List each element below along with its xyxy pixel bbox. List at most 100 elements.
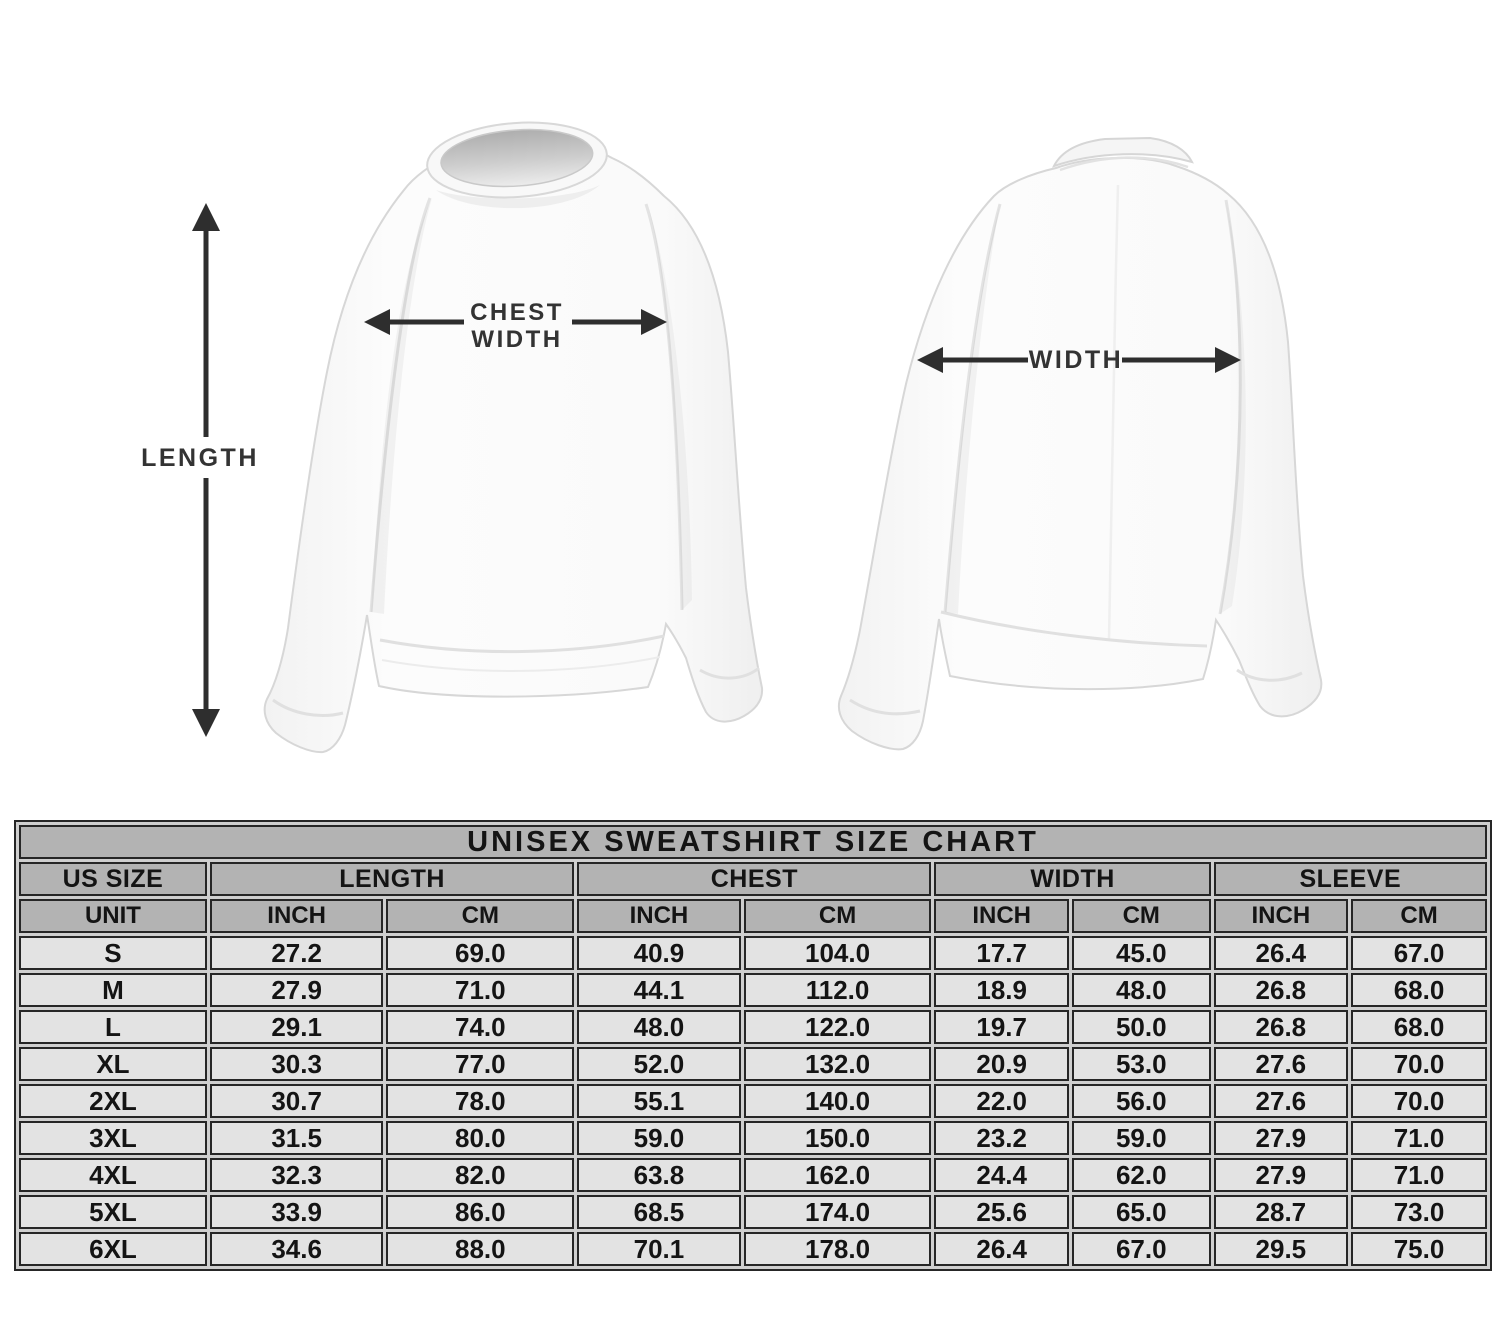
sweatshirt-front — [263, 121, 764, 754]
cell-length-cm: 88.0 — [386, 1232, 575, 1266]
cell-sleeve-inch: 26.8 — [1213, 1010, 1349, 1044]
cell-sleeve-cm: 73.0 — [1351, 1195, 1487, 1229]
table-title-row: UNISEX SWEATSHIRT SIZE CHART — [19, 825, 1487, 859]
front-left-sleeve-seam — [369, 197, 432, 613]
back-width-label: WIDTH — [1029, 346, 1123, 374]
back-collar-seam — [1059, 156, 1189, 172]
cell-chest-inch: 59.0 — [577, 1121, 741, 1155]
cell-width-cm: 67.0 — [1071, 1232, 1211, 1266]
chest-width-arrowhead-right — [641, 309, 667, 335]
cell-width-cm: 50.0 — [1071, 1010, 1211, 1044]
cell-length-cm: 86.0 — [386, 1195, 575, 1229]
cell-sleeve-inch: 27.6 — [1213, 1084, 1349, 1118]
size-label: 6XL — [19, 1232, 207, 1266]
cell-length-cm: 80.0 — [386, 1121, 575, 1155]
cell-width-cm: 65.0 — [1071, 1195, 1211, 1229]
length-arrowhead-bottom — [192, 709, 220, 737]
measurement-diagram: LENGTH CHEST WIDTH WIDTH — [141, 121, 1323, 754]
cell-length-inch: 33.9 — [209, 1195, 384, 1229]
table-row-2xl: 2XL 30.7 78.0 55.1 140.0 22.0 56.0 27.6 … — [19, 1084, 1487, 1118]
table-row-xl: XL 30.3 77.0 52.0 132.0 20.9 53.0 27.6 7… — [19, 1047, 1487, 1081]
cell-sleeve-cm: 70.0 — [1351, 1084, 1487, 1118]
cell-sleeve-cm: 68.0 — [1351, 973, 1487, 1007]
back-right-sleeve-seam — [1218, 199, 1242, 615]
table-row-6xl: 6XL 34.6 88.0 70.1 178.0 26.4 67.0 29.5 … — [19, 1232, 1487, 1266]
cell-width-cm: 62.0 — [1071, 1158, 1211, 1192]
table-row-5xl: 5XL 33.9 86.0 68.5 174.0 25.6 65.0 28.7 … — [19, 1195, 1487, 1229]
front-left-cuff-seam — [272, 698, 344, 717]
cell-sleeve-cm: 68.0 — [1351, 1010, 1487, 1044]
back-width-line-left — [940, 357, 1028, 363]
unit-length-cm: CM — [386, 899, 575, 933]
cell-width-inch: 19.7 — [934, 1010, 1069, 1044]
front-neck-opening — [440, 128, 594, 188]
cell-length-cm: 78.0 — [386, 1084, 575, 1118]
back-width-arrowhead-right — [1215, 347, 1241, 373]
cell-sleeve-inch: 26.8 — [1213, 973, 1349, 1007]
size-label: 2XL — [19, 1084, 207, 1118]
unit-sleeve-inch: INCH — [1213, 899, 1349, 933]
size-label: XL — [19, 1047, 207, 1081]
cell-width-cm: 45.0 — [1071, 936, 1211, 970]
size-chart-table-section: UNISEX SWEATSHIRT SIZE CHART US SIZE LEN… — [14, 820, 1492, 1271]
cell-chest-inch: 68.5 — [577, 1195, 741, 1229]
cell-chest-cm: 132.0 — [743, 1047, 932, 1081]
size-label: 5XL — [19, 1195, 207, 1229]
cell-width-inch: 22.0 — [934, 1084, 1069, 1118]
cell-length-inch: 32.3 — [209, 1158, 384, 1192]
cell-length-cm: 77.0 — [386, 1047, 575, 1081]
size-label: M — [19, 973, 207, 1007]
col-group-chest: CHEST — [577, 862, 932, 896]
table-row-l: L 29.1 74.0 48.0 122.0 19.7 50.0 26.8 68… — [19, 1010, 1487, 1044]
front-right-cuff-seam — [699, 666, 760, 680]
sweatshirt-back-silhouette — [837, 157, 1323, 751]
unit-length-inch: INCH — [209, 899, 384, 933]
cell-chest-cm: 112.0 — [743, 973, 932, 1007]
front-left-shading — [371, 198, 432, 614]
length-arrowhead-top — [192, 203, 220, 231]
cell-chest-cm: 174.0 — [743, 1195, 932, 1229]
cell-chest-inch: 70.1 — [577, 1232, 741, 1266]
cell-sleeve-cm: 67.0 — [1351, 936, 1487, 970]
cell-width-inch: 17.7 — [934, 936, 1069, 970]
length-arrow-line-bottom — [203, 478, 209, 712]
sweatshirt-front-silhouette — [263, 138, 764, 754]
table-row-s: S 27.2 69.0 40.9 104.0 17.7 45.0 26.4 67… — [19, 936, 1487, 970]
cell-chest-inch: 63.8 — [577, 1158, 741, 1192]
cell-width-cm: 59.0 — [1071, 1121, 1211, 1155]
cell-length-inch: 29.1 — [209, 1010, 384, 1044]
cell-sleeve-cm: 70.0 — [1351, 1047, 1487, 1081]
unit-sleeve-cm: CM — [1351, 899, 1487, 933]
cell-sleeve-inch: 27.6 — [1213, 1047, 1349, 1081]
table-title: UNISEX SWEATSHIRT SIZE CHART — [19, 825, 1487, 859]
cell-width-inch: 26.4 — [934, 1232, 1069, 1266]
unit-header-label: UNIT — [19, 899, 207, 933]
back-waistband-seam — [940, 610, 1208, 648]
cell-length-inch: 27.9 — [209, 973, 384, 1007]
cell-chest-cm: 178.0 — [743, 1232, 932, 1266]
unit-chest-cm: CM — [743, 899, 932, 933]
cell-sleeve-inch: 29.5 — [1213, 1232, 1349, 1266]
cell-length-inch: 30.7 — [209, 1084, 384, 1118]
chest-width-label-line1: CHEST — [470, 299, 564, 326]
size-label: 4XL — [19, 1158, 207, 1192]
chest-width-line-left — [387, 319, 464, 325]
col-group-length: LENGTH — [209, 862, 575, 896]
unit-chest-inch: INCH — [577, 899, 741, 933]
cell-sleeve-inch: 28.7 — [1213, 1195, 1349, 1229]
back-right-cuff-seam — [1236, 668, 1303, 682]
table-row-3xl: 3XL 31.5 80.0 59.0 150.0 23.2 59.0 27.9 … — [19, 1121, 1487, 1155]
cell-sleeve-cm: 71.0 — [1351, 1158, 1487, 1192]
front-right-sleeve-seam — [644, 203, 684, 611]
col-group-width: WIDTH — [934, 862, 1211, 896]
cell-length-inch: 34.6 — [209, 1232, 384, 1266]
size-label: S — [19, 936, 207, 970]
table-row-4xl: 4XL 32.3 82.0 63.8 162.0 24.4 62.0 27.9 … — [19, 1158, 1487, 1192]
column-group-header-row: US SIZE LENGTH CHEST WIDTH SLEEVE — [19, 862, 1487, 896]
cell-chest-inch: 44.1 — [577, 973, 741, 1007]
length-arrow-line-top — [203, 228, 209, 437]
cell-chest-cm: 162.0 — [743, 1158, 932, 1192]
cell-width-cm: 56.0 — [1071, 1084, 1211, 1118]
back-left-sleeve-seam — [943, 203, 1002, 613]
